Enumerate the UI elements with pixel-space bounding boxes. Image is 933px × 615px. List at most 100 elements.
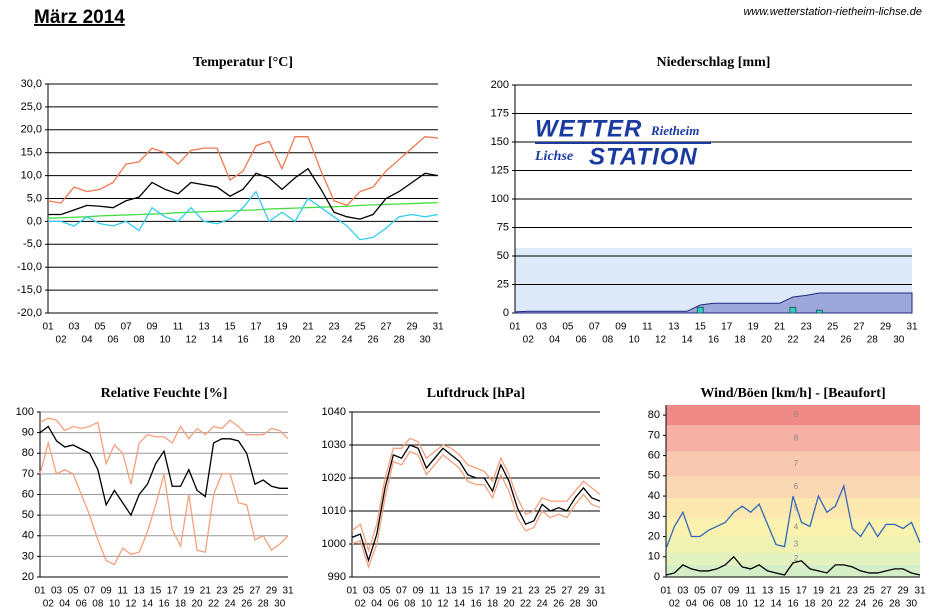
x-tick-label: 04 — [686, 599, 698, 610]
y-tick-label: 50 — [497, 250, 509, 262]
beaufort-band — [666, 552, 920, 565]
line — [48, 167, 439, 220]
y-tick-label: 200 — [491, 79, 509, 91]
x-tick-label: 09 — [615, 322, 627, 333]
x-tick-label: 10 — [159, 335, 171, 346]
bar — [789, 306, 797, 314]
y-tick-label: 30 — [648, 510, 660, 522]
x-tick-label: 17 — [250, 322, 262, 333]
x-tick-label: 21 — [774, 322, 786, 333]
y-tick-label: 70 — [22, 468, 34, 480]
y-tick-label: 40 — [22, 530, 34, 542]
x-tick-label: 26 — [872, 599, 884, 610]
x-tick-label: 01 — [509, 322, 521, 333]
y-tick-label: 60 — [648, 449, 660, 461]
beaufort-band — [666, 405, 920, 426]
x-tick-label: 25 — [354, 322, 366, 333]
x-tick-label: 10 — [421, 599, 433, 610]
x-tick-label: 15 — [150, 586, 162, 597]
x-tick-label: 06 — [107, 335, 119, 346]
line — [39, 440, 289, 566]
x-tick-label: 09 — [728, 586, 740, 597]
x-tick-label: 29 — [880, 322, 892, 333]
x-tick-label: 22 — [787, 335, 799, 346]
beaufort-label: 4 — [794, 523, 799, 532]
y-tick-label: 20 — [22, 571, 34, 583]
x-tick-label: 28 — [258, 599, 270, 610]
beaufort-label: 6 — [794, 482, 799, 491]
x-tick-label: 29 — [266, 586, 278, 597]
y-tick-label: 10 — [648, 551, 660, 563]
x-tick-label: 12 — [437, 599, 449, 610]
y-tick-label: 75 — [497, 221, 509, 233]
chart-title: Luftdruck [hPa] — [427, 386, 525, 401]
y-tick-label: 20,0 — [21, 124, 42, 136]
x-tick-label: 11 — [173, 322, 184, 333]
beaufort-label: 7 — [794, 459, 799, 468]
x-tick-label: 03 — [677, 586, 689, 597]
x-tick-label: 15 — [695, 322, 707, 333]
x-tick-label: 12 — [125, 599, 137, 610]
x-tick-label: 04 — [549, 335, 561, 346]
x-tick-label: 04 — [371, 599, 383, 610]
x-tick-label: 19 — [748, 322, 760, 333]
x-tick-label: 12 — [655, 335, 667, 346]
line — [351, 437, 601, 553]
x-tick-label: 28 — [570, 599, 582, 610]
x-tick-label: 18 — [804, 599, 816, 610]
y-tick-label: -10,0 — [17, 261, 42, 273]
x-tick-label: 11 — [429, 586, 440, 597]
y-tick-label: 20 — [648, 530, 660, 542]
x-tick-label: 24 — [814, 335, 826, 346]
x-tick-label: 14 — [142, 599, 154, 610]
x-tick-label: 06 — [76, 599, 88, 610]
chart-title: Wind/Böen [km/h] - [Beaufort] — [700, 386, 885, 401]
x-tick-label: 13 — [446, 586, 458, 597]
y-tick-label: 80 — [648, 409, 660, 421]
x-tick-label: 02 — [55, 335, 67, 346]
x-tick-label: 10 — [109, 599, 121, 610]
x-tick-label: 11 — [745, 586, 756, 597]
x-tick-label: 06 — [576, 335, 588, 346]
x-tick-label: 13 — [198, 322, 210, 333]
y-tick-label: 40 — [648, 490, 660, 502]
beaufort-band — [666, 425, 920, 452]
area — [514, 292, 913, 314]
x-tick-label: 29 — [578, 586, 590, 597]
x-tick-label: 10 — [737, 599, 749, 610]
x-tick-label: 05 — [68, 586, 80, 597]
line — [665, 483, 921, 549]
x-tick-label: 20 — [821, 599, 833, 610]
x-tick-label: 03 — [51, 586, 63, 597]
x-tick-label: 02 — [355, 599, 367, 610]
x-tick-label: 17 — [721, 322, 733, 333]
x-tick-label: 14 — [681, 335, 693, 346]
x-tick-label: 25 — [545, 586, 557, 597]
y-tick-label: 0 — [503, 307, 509, 319]
x-tick-label: 28 — [889, 599, 901, 610]
x-tick-label: 08 — [720, 599, 732, 610]
x-tick-label: 08 — [404, 599, 416, 610]
y-tick-label: 30,0 — [21, 78, 42, 90]
x-tick-label: 23 — [801, 322, 813, 333]
x-tick-label: 20 — [289, 335, 301, 346]
line — [39, 417, 289, 485]
x-tick-label: 23 — [328, 322, 340, 333]
logo-text: Lichse — [534, 149, 573, 164]
x-tick-label: 01 — [34, 586, 46, 597]
x-tick-label: 20 — [761, 335, 773, 346]
x-tick-label: 16 — [708, 335, 720, 346]
y-tick-label: 10,0 — [21, 170, 42, 182]
line — [48, 190, 439, 241]
bar — [696, 306, 704, 314]
x-tick-label: 01 — [660, 586, 672, 597]
x-tick-label: 27 — [380, 322, 392, 333]
x-tick-label: 04 — [81, 335, 93, 346]
x-tick-label: 17 — [479, 586, 491, 597]
logo-text: Rietheim — [650, 123, 699, 138]
x-tick-label: 06 — [703, 599, 715, 610]
x-tick-label: 21 — [200, 586, 212, 597]
line — [351, 444, 601, 563]
x-tick-label: 22 — [520, 599, 532, 610]
x-tick-label: 24 — [855, 599, 867, 610]
